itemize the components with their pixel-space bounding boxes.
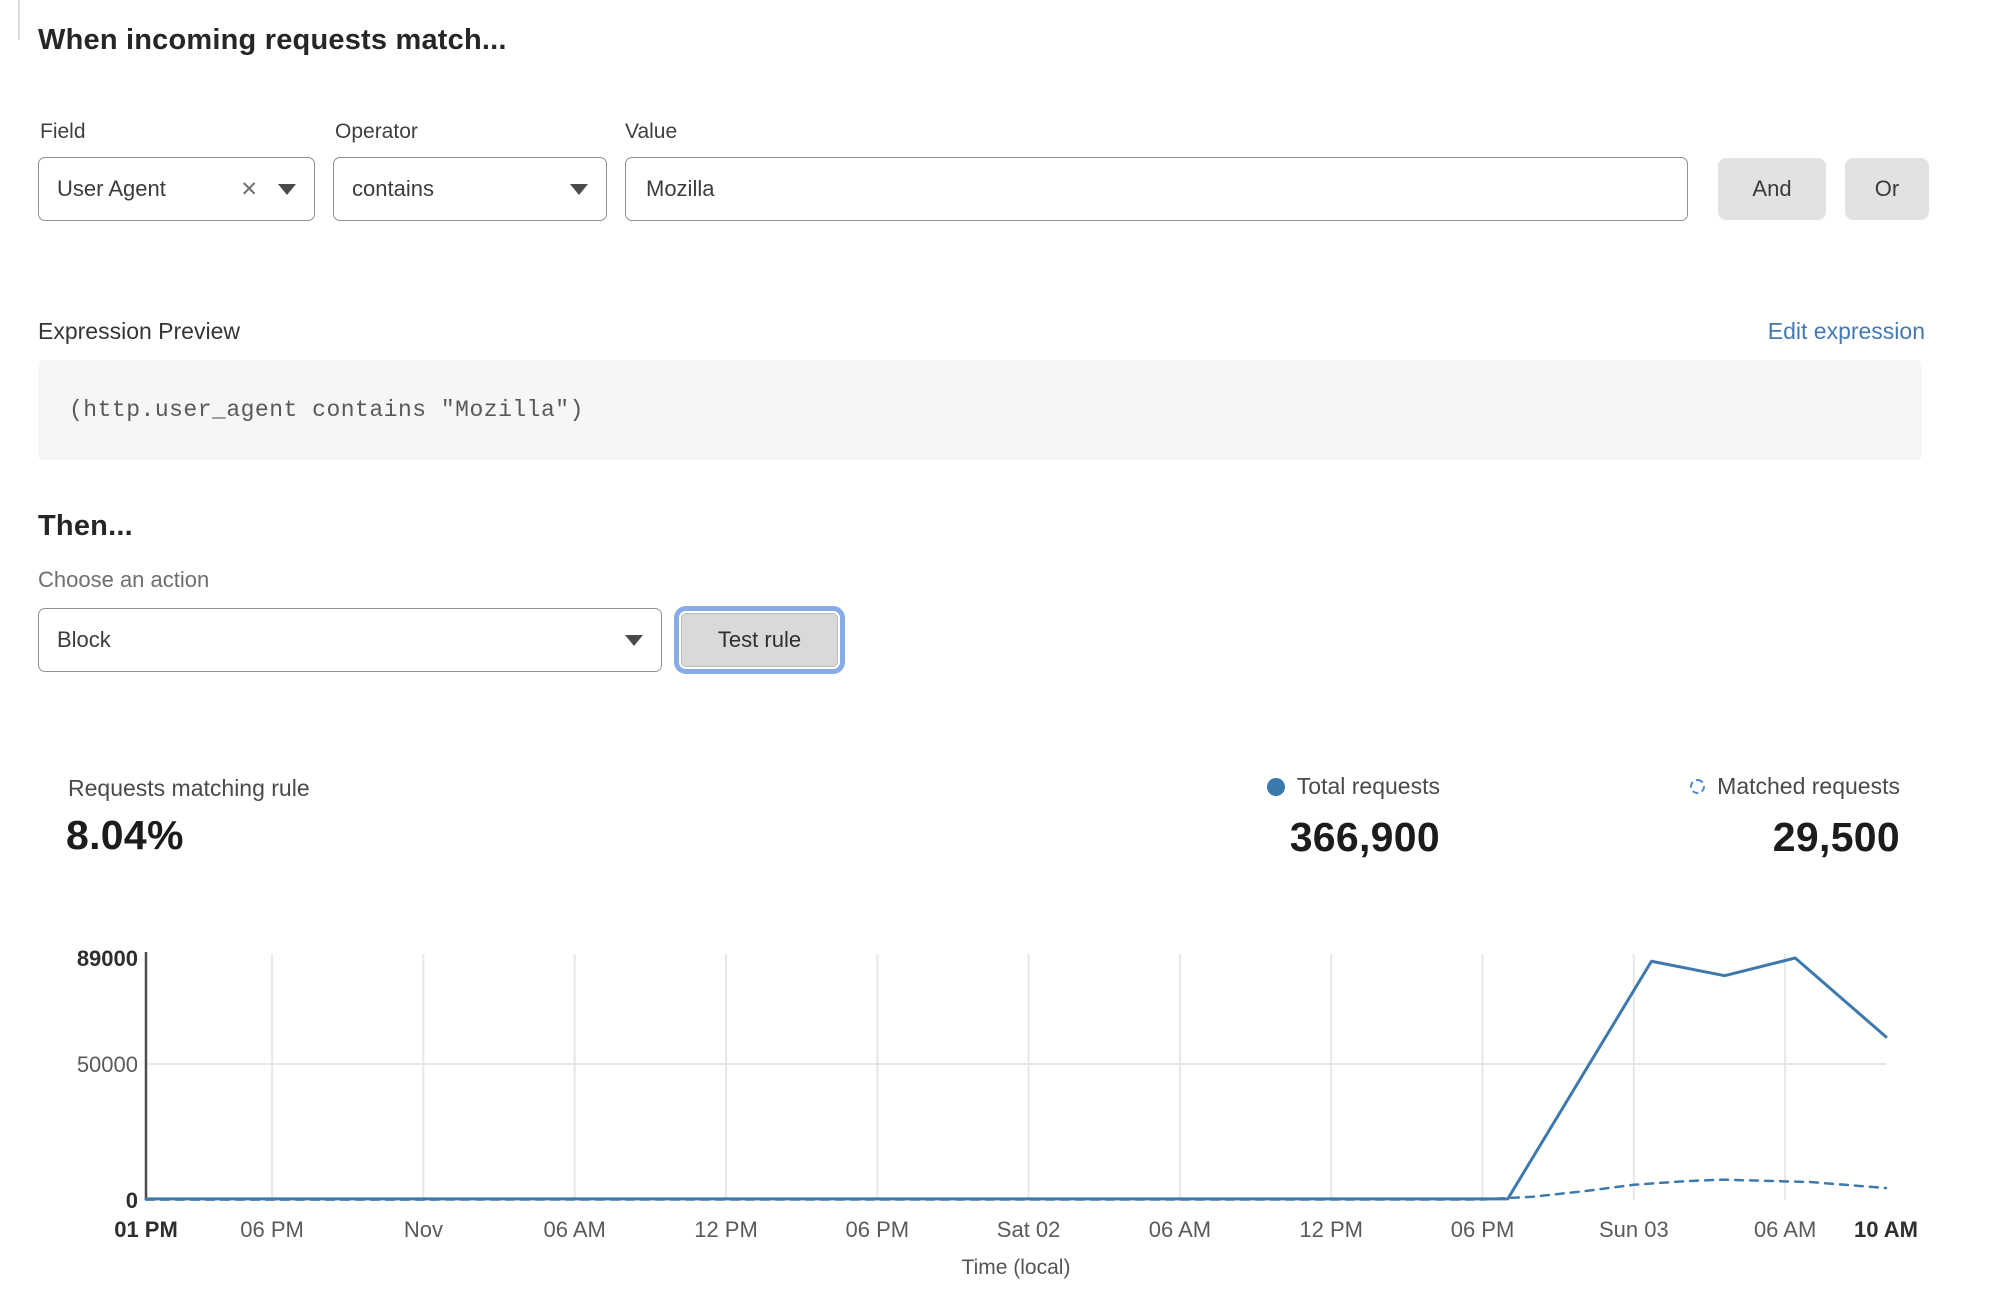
requests-matching-value: 8.04% bbox=[66, 812, 184, 858]
panel-border-fragment bbox=[18, 0, 20, 40]
expression-preview-label: Expression Preview bbox=[38, 318, 240, 344]
svg-text:06 AM: 06 AM bbox=[1149, 1217, 1211, 1242]
test-rule-button[interactable]: Test rule bbox=[681, 613, 838, 667]
page-title: When incoming requests match... bbox=[38, 24, 507, 56]
and-button[interactable]: And bbox=[1718, 158, 1826, 220]
total-requests-value: 366,900 bbox=[1289, 814, 1440, 860]
edit-expression-link[interactable]: Edit expression bbox=[1767, 318, 1925, 344]
svg-text:06 PM: 06 PM bbox=[1451, 1217, 1515, 1242]
matched-requests-dashed-circle-icon bbox=[1690, 779, 1706, 794]
expression-code: (http.user_agent contains "Mozilla") bbox=[69, 397, 584, 423]
matched-requests-label: Matched requests bbox=[1717, 773, 1900, 799]
choose-action-label: Choose an action bbox=[38, 567, 210, 592]
svg-text:06 PM: 06 PM bbox=[846, 1217, 910, 1242]
clear-icon[interactable]: ✕ bbox=[240, 177, 258, 201]
matched-requests-value: 29,500 bbox=[1772, 814, 1900, 860]
svg-text:01 PM: 01 PM bbox=[114, 1217, 178, 1242]
field-label: Field bbox=[40, 120, 86, 143]
matched-requests-legend: Matched requests 29,500 bbox=[1690, 773, 1900, 861]
svg-text:Sun 03: Sun 03 bbox=[1599, 1217, 1669, 1242]
svg-text:10 AM: 10 AM bbox=[1854, 1217, 1918, 1242]
action-select-value: Block bbox=[57, 627, 111, 652]
caret-down-icon bbox=[625, 634, 643, 646]
total-requests-legend: Total requests 366,900 bbox=[1266, 773, 1440, 861]
svg-text:Time (local): Time (local) bbox=[962, 1256, 1071, 1279]
field-select-value: User Agent bbox=[57, 176, 166, 201]
svg-text:89000: 89000 bbox=[77, 946, 138, 971]
operator-label: Operator bbox=[335, 120, 418, 143]
expression-code-box: (http.user_agent contains "Mozilla") bbox=[38, 360, 1922, 460]
requests-matching-label: Requests matching rule bbox=[68, 775, 310, 801]
operator-select[interactable]: contains bbox=[333, 157, 607, 221]
svg-text:Sat 02: Sat 02 bbox=[997, 1217, 1061, 1242]
svg-text:12 PM: 12 PM bbox=[1299, 1217, 1363, 1242]
total-requests-dot-icon bbox=[1266, 777, 1285, 796]
svg-text:12 PM: 12 PM bbox=[694, 1217, 758, 1242]
caret-down-icon bbox=[278, 183, 296, 195]
caret-down-icon bbox=[570, 183, 588, 195]
requests-line-chart: 0 50000 89000 01 PM 06 PM Nov 06 AM 12 PM 06 PM S… bbox=[77, 946, 1918, 1279]
svg-text:50000: 50000 bbox=[77, 1052, 138, 1077]
or-button[interactable]: Or bbox=[1845, 158, 1929, 220]
svg-text:06 AM: 06 AM bbox=[1754, 1217, 1816, 1242]
action-select[interactable]: Block bbox=[38, 608, 662, 672]
svg-text:06 PM: 06 PM bbox=[240, 1217, 304, 1242]
value-input[interactable] bbox=[625, 157, 1688, 221]
total-requests-label: Total requests bbox=[1296, 773, 1440, 799]
svg-text:06 AM: 06 AM bbox=[544, 1217, 606, 1242]
field-select[interactable]: User Agent ✕ bbox=[38, 157, 315, 221]
operator-select-value: contains bbox=[352, 176, 434, 201]
svg-text:0: 0 bbox=[126, 1188, 138, 1213]
then-heading: Then... bbox=[38, 510, 133, 542]
value-label: Value bbox=[625, 120, 678, 143]
svg-text:Nov: Nov bbox=[404, 1217, 443, 1242]
